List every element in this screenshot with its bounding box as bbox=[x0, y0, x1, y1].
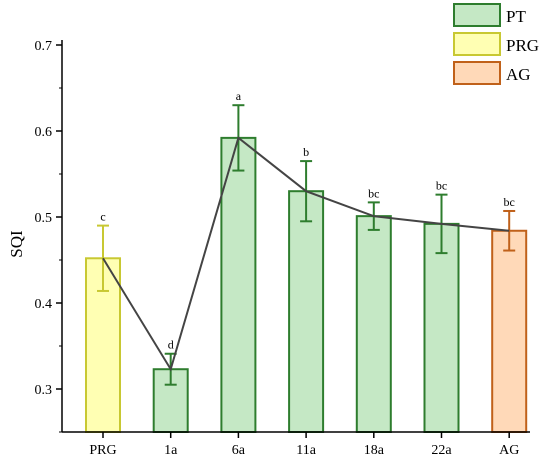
bar-18a bbox=[355, 215, 392, 433]
x-tick-label-11a: 11a bbox=[296, 443, 316, 458]
x-tick-label-PRG: PRG bbox=[89, 443, 116, 458]
y-tick-label: 0.4 bbox=[35, 297, 53, 312]
significance-letter-6a: a bbox=[236, 89, 242, 103]
significance-letter-11a: b bbox=[303, 145, 309, 159]
x-tick-label-1a: 1a bbox=[164, 443, 178, 458]
y-tick-label: 0.5 bbox=[35, 211, 53, 226]
legend-label-PRG: PRG bbox=[506, 36, 539, 55]
legend-swatch-AG bbox=[453, 61, 501, 85]
legend-swatch-PRG bbox=[453, 32, 501, 56]
mean-trend-line bbox=[102, 136, 510, 372]
significance-letter-AG: bc bbox=[504, 195, 515, 209]
bar-AG bbox=[491, 229, 528, 433]
significance-letter-22a: bc bbox=[436, 179, 447, 193]
significance-letter-1a: d bbox=[168, 338, 174, 352]
legend: PT PRG AG bbox=[453, 3, 539, 85]
significance-letter-18a: bc bbox=[368, 186, 379, 200]
y-axis-title: SQI bbox=[7, 230, 26, 258]
x-tick-label-AG: AG bbox=[499, 443, 519, 458]
connecting-line bbox=[102, 136, 510, 372]
legend-swatch-PT bbox=[453, 3, 501, 27]
bar-11a bbox=[288, 190, 325, 433]
significance-letter-PRG: c bbox=[100, 210, 105, 224]
bar-22a bbox=[423, 222, 460, 433]
legend-label-AG: AG bbox=[506, 65, 531, 84]
x-tick-label-18a: 18a bbox=[364, 443, 385, 458]
y-tick-label: 0.3 bbox=[35, 383, 53, 398]
legend-label-PT: PT bbox=[506, 7, 526, 26]
axes: 0.3 0.4 0.5 0.6 0.7 PRG 1a 6a 11a 18a 22a AG bbox=[35, 39, 530, 458]
x-tick-label-22a: 22a bbox=[431, 443, 452, 458]
y-tick-label: 0.6 bbox=[35, 125, 53, 140]
significance-letters: c d a b bc bc bc bbox=[100, 89, 515, 352]
x-tick-label-6a: 6a bbox=[232, 443, 246, 458]
y-tick-label: 0.7 bbox=[35, 39, 53, 54]
